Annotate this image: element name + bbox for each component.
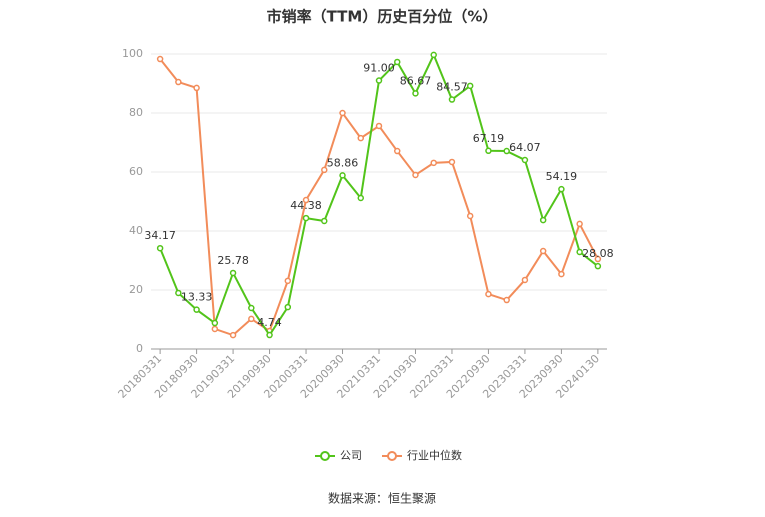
data-point xyxy=(448,158,456,166)
data-point xyxy=(156,55,164,63)
data-point xyxy=(211,325,219,333)
chart-title: 市销率（TTM）历史百分位（%） xyxy=(267,8,498,26)
legend-label: 行业中位数 xyxy=(407,448,462,462)
data-point xyxy=(211,319,219,327)
data-point xyxy=(594,255,602,263)
data-point xyxy=(539,247,547,255)
data-label: 64.07 xyxy=(509,141,541,154)
data-point xyxy=(229,269,237,277)
source-note: 数据来源：恒生聚源 xyxy=(328,491,436,506)
data-point xyxy=(302,214,310,222)
data-point xyxy=(448,96,456,103)
y-tick-label: 40 xyxy=(129,224,143,237)
data-point xyxy=(503,147,510,155)
data-point xyxy=(193,84,200,92)
data-label: 25.78 xyxy=(217,254,249,267)
data-point xyxy=(466,212,474,220)
data-label: 91.00 xyxy=(363,62,395,75)
data-point xyxy=(193,306,200,313)
data-label: 13.33 xyxy=(181,291,213,304)
legend-item[interactable]: 公司 xyxy=(315,449,362,462)
data-label: 34.17 xyxy=(144,229,176,242)
data-point xyxy=(521,156,529,164)
data-point xyxy=(248,304,255,312)
data-point xyxy=(357,194,365,202)
data-point xyxy=(339,109,346,117)
data-point xyxy=(558,270,565,278)
data-label: 86.67 xyxy=(400,74,432,87)
data-point xyxy=(412,90,419,97)
data-point xyxy=(576,248,583,256)
data-point xyxy=(284,303,292,311)
legend-label: 公司 xyxy=(340,449,362,462)
data-point xyxy=(339,172,346,179)
legend-marker xyxy=(387,451,397,461)
data-label: 58.86 xyxy=(327,156,359,169)
data-point xyxy=(558,185,565,193)
y-tick-label: 100 xyxy=(122,47,143,60)
data-point xyxy=(357,134,365,142)
series-line xyxy=(159,52,599,337)
data-point xyxy=(229,331,237,339)
data-label: 44.38 xyxy=(290,199,322,212)
data-point xyxy=(321,166,328,174)
data-point xyxy=(466,82,474,90)
data-point xyxy=(393,58,401,66)
data-point xyxy=(375,77,383,84)
data-point xyxy=(266,331,273,339)
data-point xyxy=(576,220,583,228)
data-point xyxy=(430,159,437,167)
data-label: 54.19 xyxy=(546,170,578,183)
data-point xyxy=(521,276,529,284)
data-point xyxy=(485,147,492,155)
data-point xyxy=(284,277,292,285)
legend-marker xyxy=(320,451,330,461)
data-point xyxy=(156,244,164,252)
data-point xyxy=(485,290,492,298)
data-point xyxy=(503,296,510,304)
data-point xyxy=(412,171,419,179)
legend-item[interactable]: 行业中位数 xyxy=(382,448,462,462)
y-tick-label: 20 xyxy=(129,283,143,296)
data-point xyxy=(594,262,602,270)
data-point xyxy=(430,51,437,59)
data-point xyxy=(302,196,310,204)
data-label: 67.19 xyxy=(473,132,505,145)
data-point xyxy=(321,217,328,225)
data-point xyxy=(175,289,182,297)
y-tick-label: 80 xyxy=(129,106,143,119)
y-tick-label: 0 xyxy=(136,342,143,355)
data-label: 84.57 xyxy=(436,81,468,94)
data-label: 28.08 xyxy=(582,247,614,260)
y-tick-label: 60 xyxy=(129,165,143,178)
data-point xyxy=(248,315,255,323)
data-point xyxy=(175,78,182,86)
data-point xyxy=(375,122,383,130)
data-point xyxy=(393,147,401,155)
data-label: 4.74 xyxy=(257,316,282,329)
data-point xyxy=(539,216,547,224)
